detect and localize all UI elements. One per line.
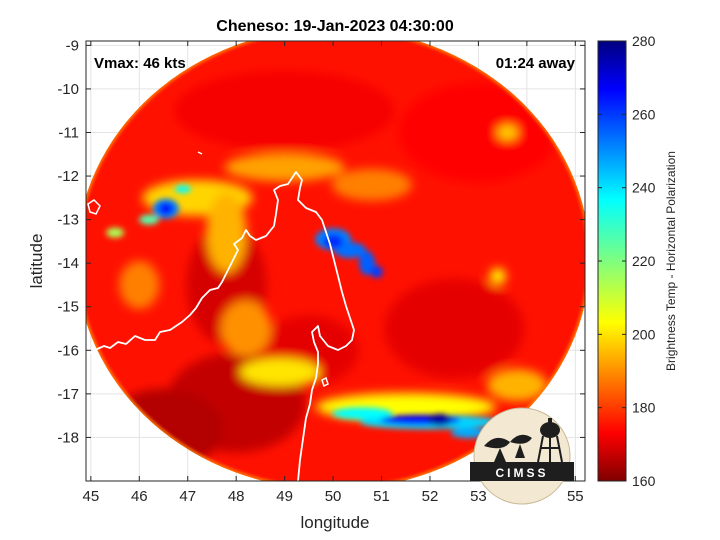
y-axis-label: latitude <box>27 234 46 289</box>
colorbar-tick-label: 220 <box>632 253 656 269</box>
x-tick-label: 55 <box>567 488 584 505</box>
x-tick-label: 49 <box>276 488 293 505</box>
chart-title: Cheneso: 19-Jan-2023 04:30:00 <box>216 18 454 35</box>
coastline <box>86 171 355 481</box>
time-offset-annotation: 01:24 away <box>496 55 576 72</box>
x-tick-label: 47 <box>179 488 196 505</box>
y-tick-label: -12 <box>57 168 79 185</box>
x-tick-label: 53 <box>470 488 487 505</box>
y-tick-label: -11 <box>58 124 79 141</box>
x-tick-label: 50 <box>325 488 342 505</box>
tick-marks <box>86 41 585 481</box>
y-tick-label: -9 <box>66 37 79 54</box>
colorbar-tick-label: 180 <box>632 400 656 416</box>
x-tick-label: 46 <box>131 488 148 505</box>
colorbar-gradient <box>597 40 627 482</box>
x-tick-label: 51 <box>373 488 390 505</box>
x-tick-label: 52 <box>422 488 439 505</box>
y-tick-label: -10 <box>57 81 79 98</box>
colorbar-ticks: 160 180 200 220 240 260 280 <box>598 33 656 489</box>
colorbar: 160 180 200 220 240 260 280 Brightness Temp - … <box>597 33 678 489</box>
cimss-logo: CIMSS <box>470 407 574 505</box>
y-tick-label: -16 <box>57 342 79 359</box>
island-radama <box>197 151 203 155</box>
island-chesterfield <box>321 376 329 388</box>
colorbar-label: Brightness Temp - Horizontal Polarizatio… <box>664 151 678 371</box>
y-tick-label: -17 <box>57 386 79 403</box>
y-tick-labels: -9 -10 -11 -12 -13 -14 -15 -16 -17 -18 <box>57 37 79 446</box>
x-tick-label: 45 <box>83 488 100 505</box>
vmax-annotation: Vmax: 46 kts <box>94 55 186 72</box>
y-tick-label: -14 <box>57 255 79 272</box>
plot-area: 4546474849505152535455 -9-10-11-12-13-14… <box>57 37 586 505</box>
x-tick-label: 48 <box>228 488 245 505</box>
colorbar-tick-label: 280 <box>632 33 656 49</box>
colorbar-tick-label: 160 <box>632 473 656 489</box>
x-axis-label: longitude <box>300 513 369 532</box>
colorbar-tick-label: 260 <box>632 106 656 122</box>
y-tick-label: -15 <box>57 299 79 316</box>
logo-text: CIMSS <box>495 466 548 480</box>
colorbar-tick-label: 240 <box>632 180 656 196</box>
island-nosy-be <box>87 199 101 215</box>
y-tick-label: -18 <box>57 429 79 446</box>
heatmap-image <box>86 41 585 481</box>
y-tick-label: -13 <box>57 212 79 229</box>
axes-box <box>85 40 586 482</box>
colorbar-tick-label: 200 <box>632 326 656 342</box>
